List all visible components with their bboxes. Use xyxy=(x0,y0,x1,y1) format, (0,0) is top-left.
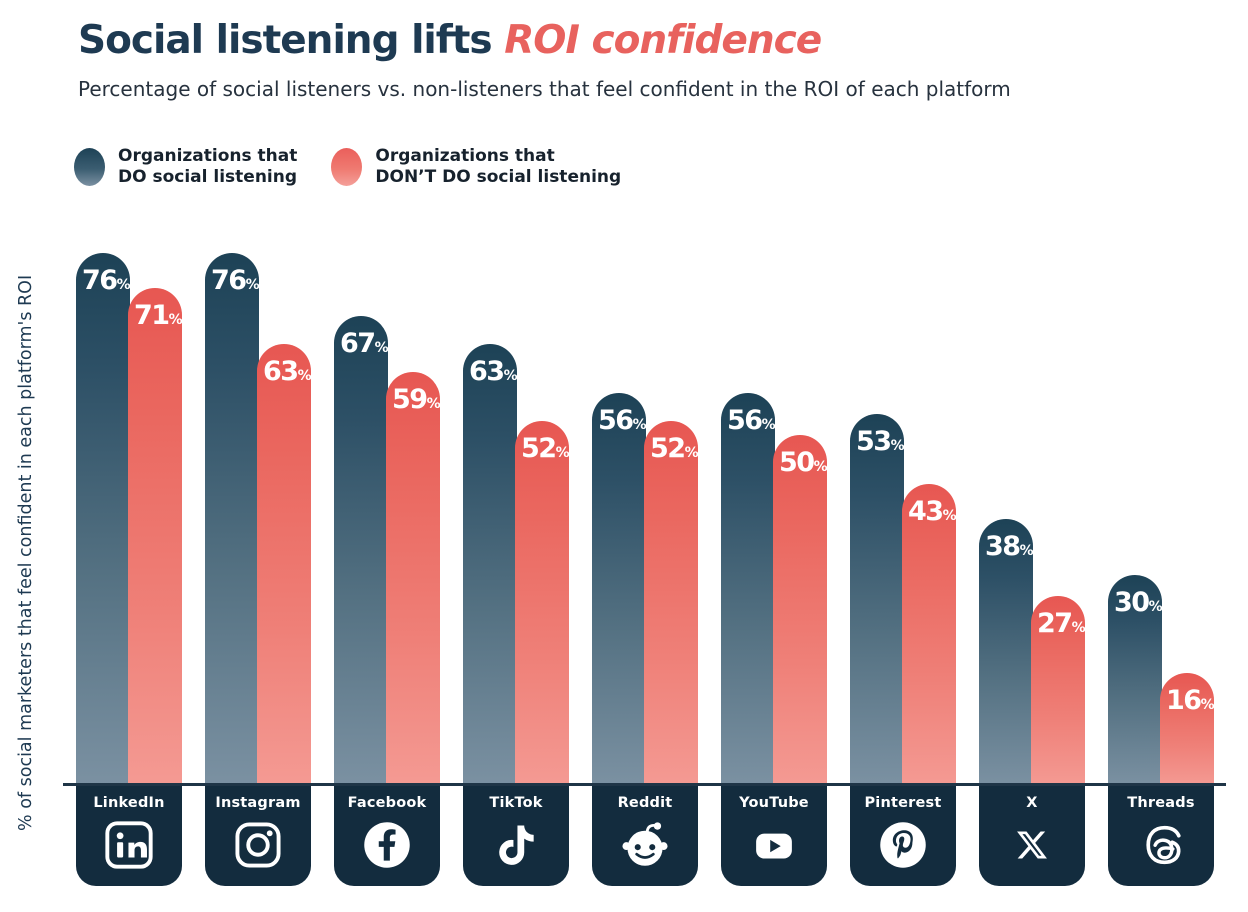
bar-do: 67% xyxy=(334,316,389,785)
bar-do-value: 56% xyxy=(598,405,647,436)
legend-label-do: Organizations that DO social listening xyxy=(118,146,298,187)
platform-box: Instagram xyxy=(205,786,311,886)
bar-dont-value: 52% xyxy=(521,433,570,464)
title-accent: ROI confidence xyxy=(504,18,822,63)
reddit-icon xyxy=(622,821,668,866)
bar-dont: 43% xyxy=(902,484,957,785)
platform-label: X xyxy=(1026,795,1038,811)
y-axis-label: % of social marketers that feel confiden… xyxy=(16,274,36,832)
page-title: Social listening lifts ROI confidence xyxy=(78,18,822,63)
bar-group-tiktok: 63% 52% TikTok xyxy=(463,253,570,886)
bar-group-threads: 30% 16% Threads xyxy=(1108,253,1215,886)
bar-group-reddit: 56% 52% Reddit xyxy=(592,253,699,886)
platform-box: YouTube xyxy=(721,786,827,886)
bar-dont: 59% xyxy=(386,372,441,785)
bar-do-value: 56% xyxy=(727,405,776,436)
platform-label: Reddit xyxy=(617,795,673,811)
bar-dont-value: 59% xyxy=(392,384,441,415)
linkedin-icon xyxy=(105,820,153,869)
platform-box: Reddit xyxy=(592,786,698,886)
platform-icon-slot xyxy=(361,811,413,886)
bar-do-value: 53% xyxy=(856,426,905,457)
platform-label: Facebook xyxy=(347,795,427,811)
platform-icon-slot xyxy=(1135,811,1187,886)
tiktok-icon xyxy=(499,825,534,865)
bar-do: 76% xyxy=(205,253,260,785)
instagram-icon xyxy=(235,821,281,868)
platform-icon-slot xyxy=(490,811,542,886)
bar-dont-value: 52% xyxy=(650,433,699,464)
bar-dont: 16% xyxy=(1160,673,1215,785)
bar-do-value: 30% xyxy=(1114,587,1163,618)
bar-dont-value: 16% xyxy=(1166,685,1215,716)
platform-label: YouTube xyxy=(739,795,809,811)
facebook-icon xyxy=(364,821,410,868)
chart-legend: Organizations that DO social listening O… xyxy=(74,146,621,188)
chart-bars: 76% 71% LinkedIn 76% 63% Instagram 67% xyxy=(76,253,1215,886)
legend-label-dont: Organizations that DON’T DO social liste… xyxy=(375,146,622,187)
youtube-icon xyxy=(756,833,792,859)
platform-icon-slot xyxy=(232,811,284,886)
bar-do: 76% xyxy=(76,253,131,785)
title-main: Social listening lifts xyxy=(78,18,505,63)
bar-dont: 52% xyxy=(644,421,699,785)
legend-item-do: Organizations that DO social listening xyxy=(74,146,297,188)
bar-dont: 27% xyxy=(1031,596,1086,785)
platform-icon-slot xyxy=(1006,811,1058,886)
platform-label: LinkedIn xyxy=(93,795,165,811)
legend-swatch-dont-icon xyxy=(331,148,363,186)
legend-swatch-do-icon xyxy=(74,148,105,186)
platform-box: LinkedIn xyxy=(76,786,182,886)
bar-do: 56% xyxy=(592,393,647,785)
bar-group-linkedin: 76% 71% LinkedIn xyxy=(76,253,183,886)
platform-label: TikTok xyxy=(489,795,543,811)
bar-group-youtube: 56% 50% YouTube xyxy=(721,253,828,886)
bar-do: 63% xyxy=(463,344,518,785)
bar-dont: 63% xyxy=(257,344,312,785)
bar-dont: 52% xyxy=(515,421,570,785)
bar-do: 38% xyxy=(979,519,1034,785)
platform-box: Facebook xyxy=(334,786,440,886)
bar-do: 30% xyxy=(1108,575,1163,785)
pinterest-icon xyxy=(880,821,926,868)
bar-dont-value: 27% xyxy=(1037,608,1086,639)
bar-do-value: 63% xyxy=(469,356,518,387)
platform-box: Pinterest xyxy=(850,786,956,886)
bar-do-value: 38% xyxy=(985,531,1034,562)
bar-dont-value: 63% xyxy=(263,356,312,387)
x-axis-line xyxy=(63,783,1226,786)
platform-icon-slot xyxy=(877,811,929,886)
platform-icon-slot xyxy=(748,811,800,886)
platform-icon-slot xyxy=(619,811,671,886)
bar-dont-value: 71% xyxy=(134,300,183,331)
bar-group-x: 38% 27% X xyxy=(979,253,1086,886)
platform-icon-slot xyxy=(103,811,155,886)
x-icon xyxy=(1017,830,1047,859)
bar-dont: 50% xyxy=(773,435,828,785)
bar-do: 53% xyxy=(850,414,905,785)
bar-do-value: 76% xyxy=(211,265,260,296)
platform-label: Threads xyxy=(1127,795,1195,811)
platform-box: Threads xyxy=(1108,786,1214,886)
bar-dont-value: 50% xyxy=(779,447,828,478)
bar-do: 56% xyxy=(721,393,776,785)
bar-group-instagram: 76% 63% Instagram xyxy=(205,253,312,886)
bar-group-facebook: 67% 59% Facebook xyxy=(334,253,441,886)
platform-label: Instagram xyxy=(215,795,301,811)
threads-icon xyxy=(1146,825,1181,864)
chart-subtitle: Percentage of social listeners vs. non-l… xyxy=(78,77,1011,101)
bar-dont-value: 43% xyxy=(908,496,957,527)
platform-label: Pinterest xyxy=(864,795,942,811)
bar-do-value: 76% xyxy=(82,265,131,296)
bar-do-value: 67% xyxy=(340,328,389,359)
platform-box: TikTok xyxy=(463,786,569,886)
platform-box: X xyxy=(979,786,1085,886)
bar-group-pinterest: 53% 43% Pinterest xyxy=(850,253,957,886)
legend-item-dont: Organizations that DON’T DO social liste… xyxy=(331,146,621,188)
bar-dont: 71% xyxy=(128,288,183,785)
